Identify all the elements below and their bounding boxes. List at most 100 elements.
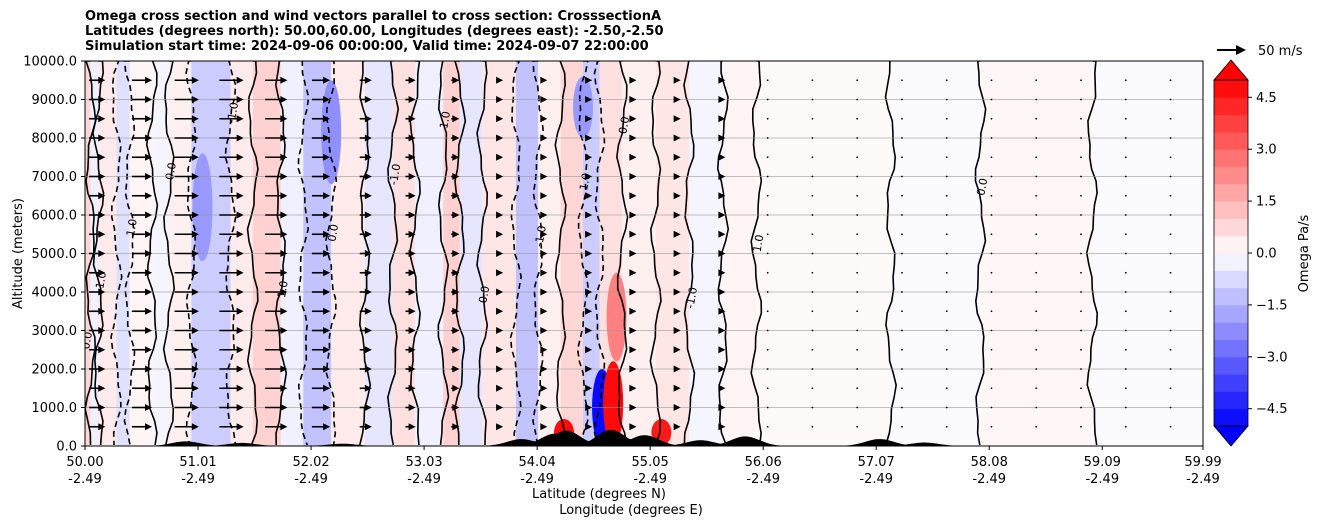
wind-vector	[766, 291, 769, 293]
wind-vector	[856, 233, 859, 236]
colorbar-tick-label: −4.5	[1256, 402, 1288, 417]
wind-vector	[311, 384, 331, 392]
x-tick-label-lat: 59.09	[1084, 455, 1121, 470]
wind-vector-head	[323, 211, 331, 219]
wind-vector	[1169, 79, 1172, 82]
wind-vector	[766, 79, 769, 82]
wind-vector	[811, 425, 814, 428]
wind-vector	[1035, 310, 1038, 313]
wind-vector	[811, 117, 814, 120]
x-tick-label-lat: 53.03	[405, 455, 442, 470]
wind-vector	[629, 134, 637, 142]
wind-vector-head	[364, 76, 372, 84]
wind-vector-head	[364, 250, 372, 257]
wind-vector	[1035, 233, 1038, 236]
wind-vector-head	[191, 192, 199, 200]
wind-vector	[1169, 368, 1172, 370]
colorbar-tick-label: 4.5	[1256, 91, 1277, 106]
wind-vector	[496, 269, 504, 277]
wind-vector-head	[585, 211, 593, 219]
wind-vector	[89, 230, 106, 238]
wind-vector-head	[408, 153, 416, 161]
wind-vector	[359, 211, 372, 219]
wind-vector	[585, 327, 593, 334]
wind-vector-head	[145, 269, 153, 277]
wind-vector-head	[452, 173, 460, 180]
wind-vector-head	[280, 307, 288, 315]
wind-vector-head	[236, 96, 244, 103]
wind-vector	[945, 156, 948, 159]
wind-vector-head	[364, 153, 372, 161]
wind-vector-head	[280, 230, 288, 238]
y-tick-label: 4000.0	[32, 286, 78, 301]
wind-vector	[540, 96, 548, 103]
wind-vector-head	[496, 153, 504, 161]
wind-vector	[1124, 194, 1127, 197]
wind-vector	[451, 153, 460, 161]
chart-title-line-2: Latitudes (degrees north): 50.00,60.00, …	[85, 24, 664, 39]
wind-vector-head	[323, 346, 331, 354]
wind-vector	[585, 365, 593, 373]
wind-vector	[311, 153, 331, 161]
wind-vector-head	[236, 76, 244, 84]
wind-vector	[718, 365, 726, 373]
x-tick-label-lon: -2.49	[407, 472, 441, 487]
wind-vector	[540, 365, 548, 373]
wind-vector	[1124, 291, 1127, 293]
wind-vector	[1124, 406, 1127, 409]
wind-vector	[265, 230, 288, 238]
wind-vector	[405, 404, 416, 411]
omega-cell	[192, 153, 213, 262]
vector-key-label: 50 m/s	[1258, 44, 1303, 59]
wind-vector-head	[364, 327, 372, 334]
wind-vector-head	[629, 96, 637, 103]
colorbar-segment	[1214, 97, 1248, 116]
wind-vector	[451, 211, 460, 219]
wind-vector	[89, 115, 106, 123]
wind-vector	[673, 423, 681, 431]
wind-vector	[585, 230, 593, 238]
wind-vector	[1080, 137, 1082, 139]
wind-vector	[131, 384, 153, 392]
wind-vector-head	[452, 423, 460, 431]
wind-vector-head	[496, 211, 504, 219]
contour-line	[1085, 61, 1099, 446]
wind-vector-head	[585, 365, 593, 373]
wind-vector-head	[540, 404, 548, 411]
wind-vector	[174, 288, 199, 296]
colorbar-segment	[1214, 287, 1248, 306]
wind-vector-head	[323, 134, 331, 142]
wind-vector-head	[191, 327, 199, 334]
wind-vector-head	[540, 115, 548, 123]
contour-line	[750, 61, 763, 446]
wind-vector-head	[629, 346, 637, 354]
wind-vector-head	[629, 230, 637, 238]
wind-vector-head	[496, 327, 504, 334]
wind-vector	[265, 365, 288, 373]
wind-vector	[311, 346, 331, 354]
wind-vector-head	[585, 288, 593, 296]
contour-line	[123, 61, 136, 446]
x-tick-label-lon: -2.49	[859, 472, 893, 487]
x-tick-label-lat: 56.06	[745, 455, 782, 470]
wind-vector	[174, 230, 199, 238]
wind-vector	[1035, 156, 1038, 159]
colorbar-segment	[1214, 149, 1248, 167]
wind-vector	[1035, 252, 1038, 255]
wind-vector-head	[540, 269, 548, 277]
wind-vector-head	[98, 327, 106, 334]
wind-vector	[901, 175, 903, 178]
wind-vector-head	[191, 115, 199, 123]
wind-vector	[405, 423, 416, 431]
y-tick-label: 1000.0	[32, 401, 78, 416]
wind-vector	[89, 134, 106, 142]
colorbar-label: Omega Pa/s	[1297, 214, 1312, 292]
wind-vector	[811, 310, 814, 313]
wind-vector	[405, 288, 416, 296]
wind-vector	[718, 96, 726, 103]
wind-vector-head	[496, 192, 504, 200]
contour-line	[85, 61, 97, 446]
wind-vector	[629, 173, 637, 180]
wind-vector	[901, 117, 903, 120]
wind-vector-head	[452, 153, 460, 161]
